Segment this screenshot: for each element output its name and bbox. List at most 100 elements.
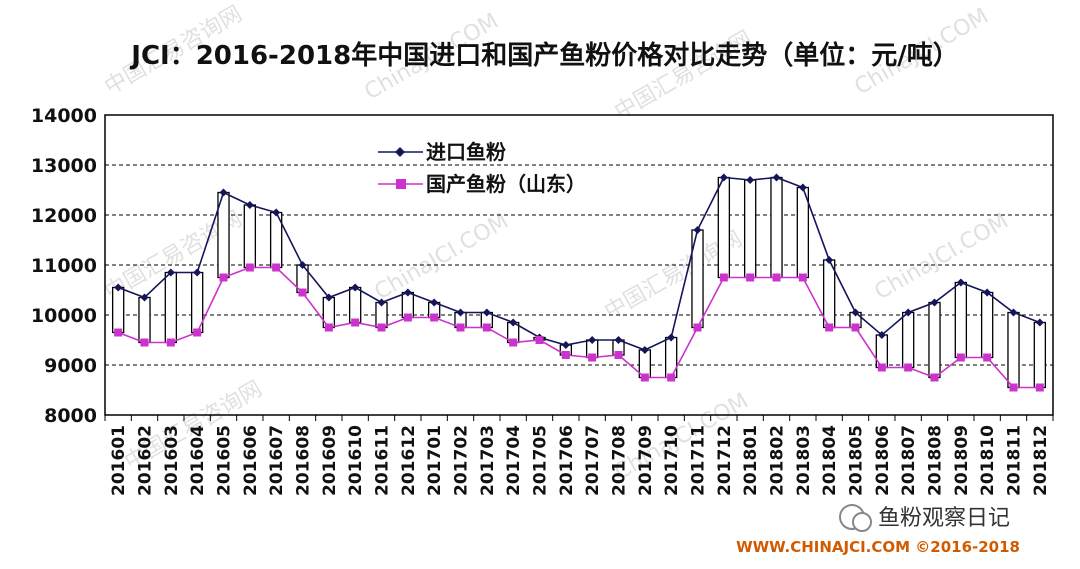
x-tick-label: 201808 xyxy=(926,425,946,496)
x-tick-label: 201804 xyxy=(820,425,840,496)
x-tick-label: 201602 xyxy=(136,425,156,496)
watermark-layer: 中国汇易咨询网 ChinaJCI.COM 中国汇易咨询网 ChinaJCI.COM中国… xyxy=(101,2,1013,486)
point-domestic xyxy=(298,288,307,297)
point-import xyxy=(956,278,965,287)
x-tick-label: 201811 xyxy=(1005,425,1025,496)
badge-text: 鱼粉观察日记 xyxy=(878,506,1010,531)
spread-bar xyxy=(1033,321,1047,389)
legend-marker-domestic xyxy=(396,179,406,189)
x-tick-label: 201705 xyxy=(531,425,551,496)
x-tick-label: 201706 xyxy=(557,425,577,496)
point-domestic xyxy=(983,353,992,362)
spread-bar xyxy=(743,179,757,279)
point-import xyxy=(272,208,281,217)
x-tick-label: 201611 xyxy=(373,425,393,496)
point-domestic xyxy=(640,373,649,382)
spread-bar xyxy=(822,259,836,329)
point-domestic xyxy=(272,263,281,272)
point-domestic xyxy=(1009,383,1018,392)
point-domestic xyxy=(245,263,254,272)
point-domestic xyxy=(851,323,860,332)
x-tick-label: 201610 xyxy=(346,425,366,496)
point-domestic xyxy=(1035,383,1044,392)
x-tick-label: 201608 xyxy=(294,425,314,496)
x-tick-label: 201612 xyxy=(399,425,419,496)
point-domestic xyxy=(614,351,623,359)
point-import xyxy=(219,188,228,197)
spread-bar xyxy=(348,286,362,324)
y-tick-label: 9000 xyxy=(44,355,97,377)
point-domestic xyxy=(324,323,333,332)
x-tick-label: 201802 xyxy=(768,425,788,496)
spread-bar xyxy=(901,311,915,369)
point-domestic xyxy=(219,273,228,282)
point-domestic xyxy=(351,318,360,327)
series-line-domestic xyxy=(117,266,1040,389)
plot-area: 8000 9000 10000 11000 12000 13000 14000 201601 2… xyxy=(31,105,1054,496)
point-domestic xyxy=(166,338,175,347)
point-domestic xyxy=(772,273,781,282)
point-import xyxy=(693,226,702,234)
x-tick-label: 201807 xyxy=(899,425,919,496)
point-import xyxy=(930,298,939,307)
point-domestic xyxy=(825,323,834,332)
spread-bar xyxy=(954,281,968,359)
spread-bar xyxy=(928,301,941,379)
point-domestic xyxy=(719,273,728,282)
point-domestic xyxy=(877,363,886,372)
point-domestic xyxy=(377,323,386,332)
y-tick-label: 8000 xyxy=(44,405,97,427)
legend-marker-import xyxy=(395,147,405,157)
point-import xyxy=(482,308,491,317)
x-tick-label: 201803 xyxy=(794,425,814,496)
point-import xyxy=(324,293,333,302)
y-tick-label: 14000 xyxy=(31,105,97,127)
footer-copyright: WWW.CHINAJCI.COM ©2016-2018 xyxy=(736,538,1020,556)
point-import xyxy=(561,341,570,349)
point-domestic xyxy=(456,323,465,332)
point-domestic xyxy=(693,323,702,332)
y-tick-label: 10000 xyxy=(31,305,97,327)
chart-title: JCI：2016-2018年中国进口和国产鱼粉价格对比走势（单位：元/吨） xyxy=(129,40,958,71)
point-import xyxy=(1009,308,1018,317)
point-import xyxy=(403,288,412,297)
x-tick-label: 201605 xyxy=(215,425,235,496)
point-domestic xyxy=(561,351,570,359)
point-import xyxy=(193,268,202,277)
x-tick-label: 201707 xyxy=(583,425,603,496)
series-line-import xyxy=(117,176,1041,351)
x-tick-label: 201701 xyxy=(425,425,445,496)
x-tick-label: 201607 xyxy=(267,425,287,496)
x-tick-label: 201806 xyxy=(873,425,893,496)
point-import xyxy=(430,298,439,307)
point-import xyxy=(588,336,597,344)
point-domestic xyxy=(746,273,755,282)
point-domestic xyxy=(667,373,676,382)
point-domestic xyxy=(535,336,544,344)
point-import xyxy=(614,336,623,344)
spread-bar xyxy=(111,286,125,334)
point-import xyxy=(114,283,123,292)
x-tick-label: 201609 xyxy=(320,425,340,496)
point-import xyxy=(351,283,360,292)
x-tick-label: 201704 xyxy=(504,425,524,496)
x-tick-label: 201712 xyxy=(715,425,735,496)
point-import xyxy=(245,201,254,209)
point-import xyxy=(640,346,649,354)
x-tick-label: 201601 xyxy=(109,425,129,496)
spread-bar xyxy=(164,271,178,344)
x-tick-label: 201703 xyxy=(478,425,498,496)
point-domestic xyxy=(956,353,965,362)
point-domestic xyxy=(930,373,939,382)
x-tick-label: 201812 xyxy=(1031,425,1051,496)
point-domestic xyxy=(193,328,202,337)
point-import xyxy=(456,308,465,317)
spread-bar xyxy=(138,296,151,344)
y-tick-label: 11000 xyxy=(31,255,97,277)
x-tick-label: 201604 xyxy=(188,425,208,496)
point-domestic xyxy=(904,363,913,372)
x-tick-label: 201603 xyxy=(162,425,182,496)
